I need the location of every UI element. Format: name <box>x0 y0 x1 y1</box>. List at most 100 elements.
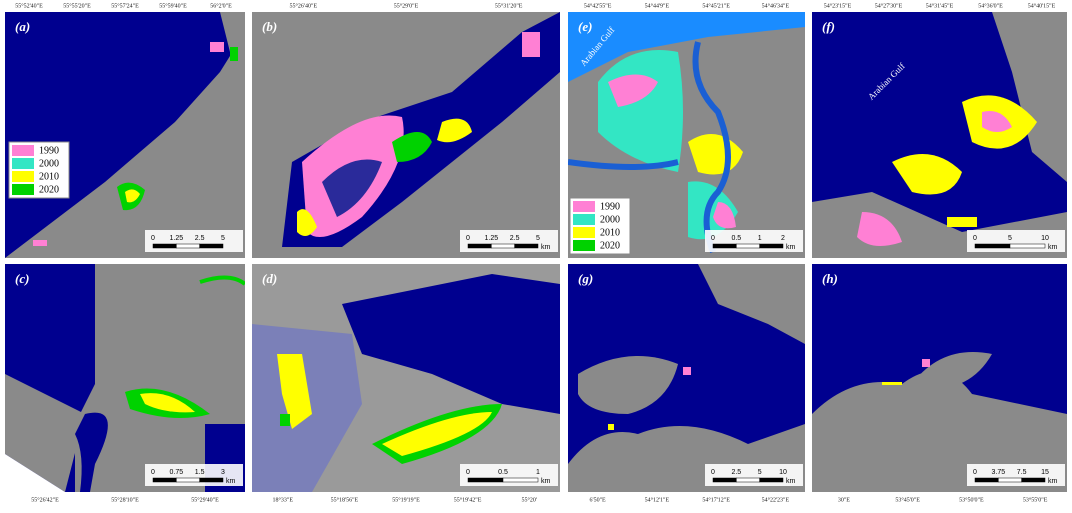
coordinate-label: 54°45'21"E <box>702 2 730 9</box>
scale-label: 2.5 <box>731 469 741 476</box>
map-panel: (b) 0 1.25 2.5 5km <box>252 12 560 258</box>
legend-label: 1990 <box>600 201 620 212</box>
coordinate-label: 55°57'24"E <box>111 2 139 9</box>
scale-label: 0 <box>711 469 715 476</box>
coordinate-label: 55°55'20"E <box>63 2 91 9</box>
scale-label: 0.75 <box>170 469 184 476</box>
coordinate-label: 55°28'10"E <box>111 496 139 503</box>
scale-segment <box>176 243 200 249</box>
scale-label: 0 <box>711 235 715 242</box>
legend-swatch <box>12 145 34 156</box>
legend-label: 1990 <box>39 145 59 156</box>
coordinate-label: 55°26'42"E <box>31 496 59 503</box>
scale-segment <box>736 243 760 249</box>
legend-swatch <box>12 158 34 169</box>
panel-label: (h) <box>822 271 838 286</box>
coordinate-label: 54°42'55"E <box>584 2 612 9</box>
legend-swatch <box>12 184 34 195</box>
scale-segment <box>467 243 492 249</box>
scale-segment <box>152 243 177 249</box>
map-panel: (h) 0 3.75 7.5 15 km <box>812 264 1067 492</box>
legend-swatch <box>573 214 595 225</box>
legend-label: 2020 <box>39 184 59 195</box>
scale-segment <box>491 243 515 249</box>
coordinate-label: 53°55'0"E <box>1023 496 1048 503</box>
coordinate-label: 56°2'0"E <box>210 2 232 9</box>
scale-label: 7.5 <box>1017 469 1027 476</box>
scale-label: 2.5 <box>195 235 205 242</box>
coordinate-label: 55°26'40"E <box>290 2 318 9</box>
coordinate-label: 18°33"E <box>273 496 294 503</box>
coordinate-label: 54°44'9"E <box>645 2 670 9</box>
scale-label: 5 <box>1008 235 1012 242</box>
coordinate-label: 55°19'19"E <box>392 496 420 503</box>
scale-segment <box>712 243 737 249</box>
scale-label: 0.5 <box>498 469 508 476</box>
coordinate-label: 55°29'0"E <box>394 2 419 9</box>
legend-label: 2000 <box>39 158 59 169</box>
scale-segment <box>974 477 999 483</box>
coordinate-label: 55°18'56"E <box>331 496 359 503</box>
panel-label: (c) <box>15 271 29 286</box>
scale-segment <box>502 477 539 483</box>
panel-label: (e) <box>578 19 592 34</box>
scale-label: 10 <box>1041 235 1049 242</box>
coordinate-label: 54°17'12"E <box>702 496 730 503</box>
coordinate-label: 54°40'15"E <box>1028 2 1056 9</box>
scale-label: 1 <box>758 235 762 242</box>
coordinate-label: 55°59'40"E <box>159 2 187 9</box>
coordinate-label: 54°31'45"E <box>926 2 954 9</box>
scale-unit: km <box>786 244 796 251</box>
scale-segment <box>1009 243 1046 249</box>
scale-unit: km <box>541 478 551 485</box>
scale-label: 5 <box>536 235 540 242</box>
scale-unit: km <box>226 478 236 485</box>
scale-segment <box>712 477 737 483</box>
map-panel: (a) 1990 2000 2010 2020 0 1.25 2.5 5 <box>5 12 245 258</box>
legend-swatch <box>573 227 595 238</box>
scale-segment <box>199 477 224 483</box>
coordinate-label: 54°46'34"E <box>762 2 790 9</box>
scale-segment <box>199 243 224 249</box>
scale-label: 0 <box>151 235 155 242</box>
scale-segment <box>152 477 177 483</box>
scale-label: 0 <box>973 469 977 476</box>
panel-label: (d) <box>262 271 277 286</box>
scale-label: 0 <box>466 235 470 242</box>
scale-label: 0 <box>466 469 470 476</box>
scale-label: 10 <box>779 469 787 476</box>
scale-label: 1.25 <box>170 235 184 242</box>
coordinate-label: 6'50"E <box>590 497 607 503</box>
scale-label: 3 <box>221 469 225 476</box>
scale-label: 1 <box>536 469 540 476</box>
scale-label: 5 <box>758 469 762 476</box>
scale-label: 1.25 <box>485 235 499 242</box>
panel-label: (a) <box>15 19 30 34</box>
coordinate-label: 55°52'40"E <box>15 2 43 9</box>
panel-label: (g) <box>578 271 593 286</box>
coordinate-label: 55°31'20"E <box>495 2 523 9</box>
scale-label: 2.5 <box>510 235 520 242</box>
scale-label: 2 <box>781 235 785 242</box>
legend-swatch <box>573 201 595 212</box>
scale-segment <box>974 243 1011 249</box>
scale-segment <box>176 477 200 483</box>
coordinate-label: 54°27'30"E <box>875 2 903 9</box>
coordinate-label: 55°29'40"E <box>191 496 219 503</box>
scale-unit: km <box>1048 244 1058 251</box>
scale-label: 3.75 <box>992 469 1006 476</box>
scale-label: 0 <box>973 235 977 242</box>
panel-label: (f) <box>822 19 835 34</box>
scale-unit: km <box>786 478 796 485</box>
scale-segment <box>759 477 784 483</box>
scale-label: 0 <box>151 469 155 476</box>
coordinate-label: 54°12'1"E <box>645 496 670 503</box>
legend-swatch <box>12 171 34 182</box>
coordinate-label: 54°36'0"E <box>978 2 1003 9</box>
scale-label: 15 <box>1041 469 1049 476</box>
scale-segment <box>1021 477 1046 483</box>
scale-segment <box>514 243 539 249</box>
